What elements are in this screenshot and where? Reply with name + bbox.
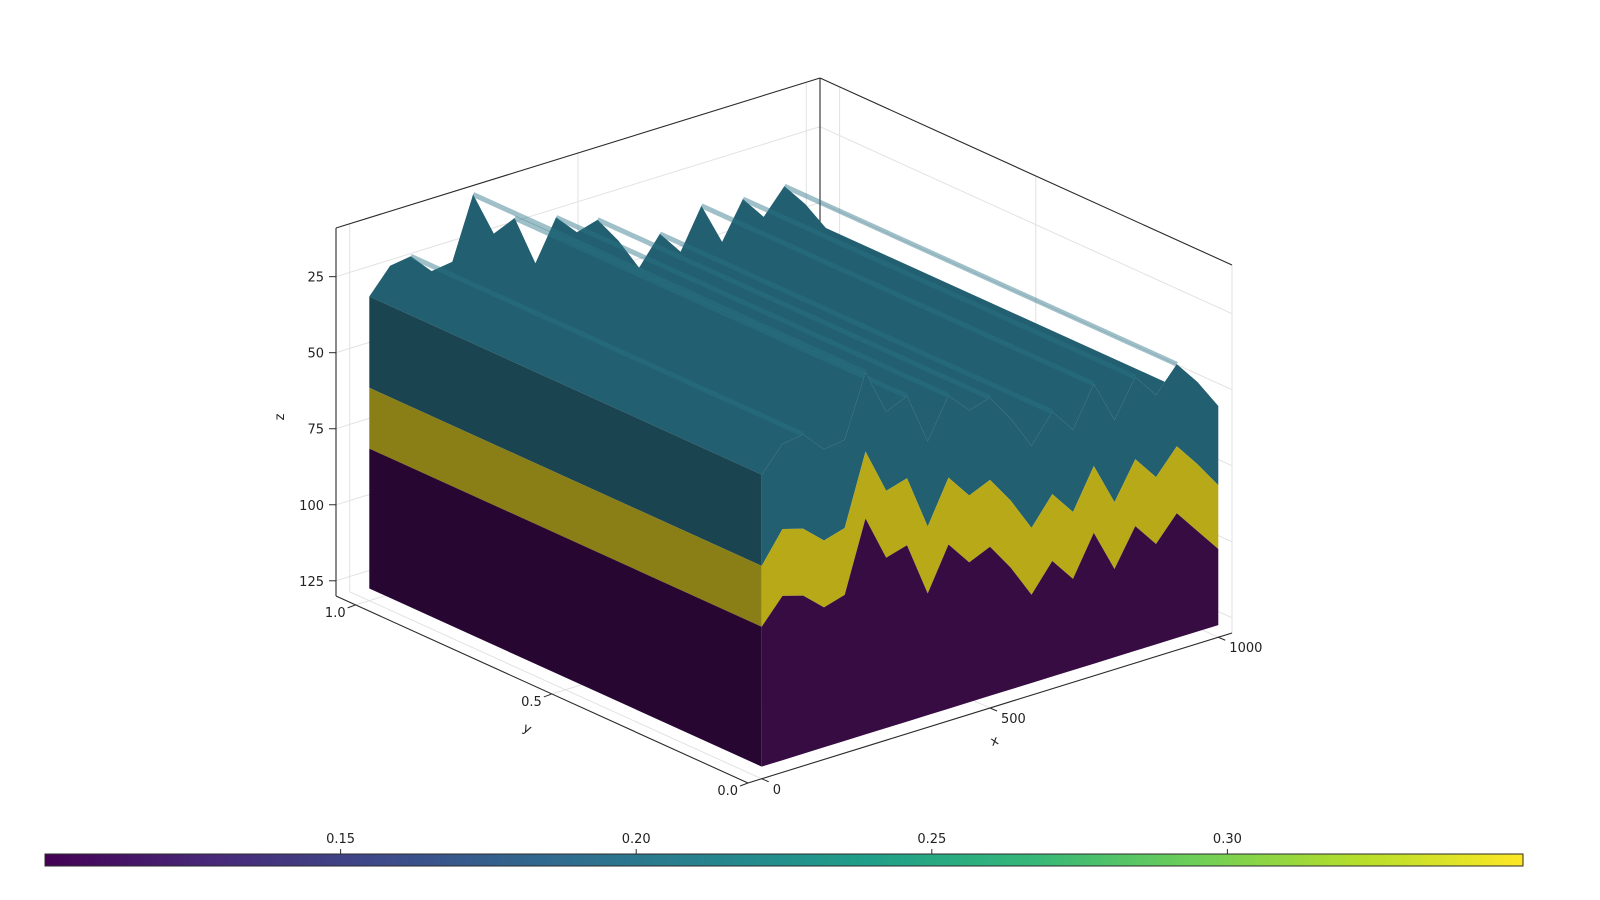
z-axis-title: z bbox=[273, 413, 288, 420]
surface-ridge bbox=[513, 215, 909, 399]
colorbar: 0.15 0.20 0.25 0.30 bbox=[44, 832, 1524, 867]
y-tick-label: 1.0 bbox=[325, 606, 346, 621]
x-tick-mark bbox=[1218, 636, 1226, 641]
colorbar-tick-label: 0.15 bbox=[326, 832, 355, 847]
surface-ridge bbox=[658, 231, 1054, 415]
colorbar-tick-label: 0.20 bbox=[622, 832, 651, 847]
colorbar-tick-label: 0.30 bbox=[1213, 832, 1242, 847]
y-tick-label: 0.5 bbox=[521, 695, 542, 710]
surface-ridge bbox=[555, 215, 950, 398]
x-axis-title: x bbox=[989, 733, 1001, 750]
x-tick-mark bbox=[989, 707, 998, 712]
x-tick-label: 0 bbox=[773, 783, 781, 798]
z-tick-label: 50 bbox=[307, 347, 324, 362]
y-tick-mark bbox=[739, 782, 749, 787]
y-axis-title: y bbox=[520, 721, 534, 738]
axis-line bbox=[335, 595, 749, 784]
y-tick-mark bbox=[347, 604, 356, 609]
z-tick-label: 25 bbox=[307, 271, 324, 286]
surface-ridge bbox=[741, 196, 1137, 380]
colorbar-tick-label: 0.25 bbox=[917, 832, 946, 847]
top-layer-front-face bbox=[761, 364, 1219, 566]
x-tick-mark bbox=[761, 778, 769, 783]
z-tick-label: 125 bbox=[299, 575, 324, 590]
top-layer-end-face bbox=[369, 296, 762, 566]
bottom-layer-front-face bbox=[761, 513, 1219, 767]
surface-ridge bbox=[700, 203, 1095, 387]
middle-layer-front-face bbox=[761, 446, 1219, 627]
bottom-layer-end-face bbox=[369, 448, 762, 767]
surface-ridge bbox=[472, 192, 867, 375]
middle-layer-end-face bbox=[369, 387, 762, 627]
x-gridline bbox=[349, 223, 762, 780]
box-edge bbox=[819, 77, 1233, 266]
z-tick-label: 75 bbox=[307, 423, 324, 438]
top-surface bbox=[369, 186, 1219, 475]
layered-solid bbox=[369, 183, 1219, 767]
colorbar-gradient bbox=[44, 853, 1524, 867]
z-tick-label: 100 bbox=[299, 499, 324, 514]
surface-ridge bbox=[783, 183, 1178, 367]
y-tick-label: 0.0 bbox=[717, 784, 738, 799]
x-tick-label: 1000 bbox=[1229, 641, 1262, 656]
x-tick-label: 500 bbox=[1001, 712, 1026, 727]
surface-ridge bbox=[596, 217, 992, 401]
y-tick-mark bbox=[543, 693, 552, 698]
surface-ridge bbox=[409, 254, 805, 437]
box-edge bbox=[335, 77, 821, 229]
